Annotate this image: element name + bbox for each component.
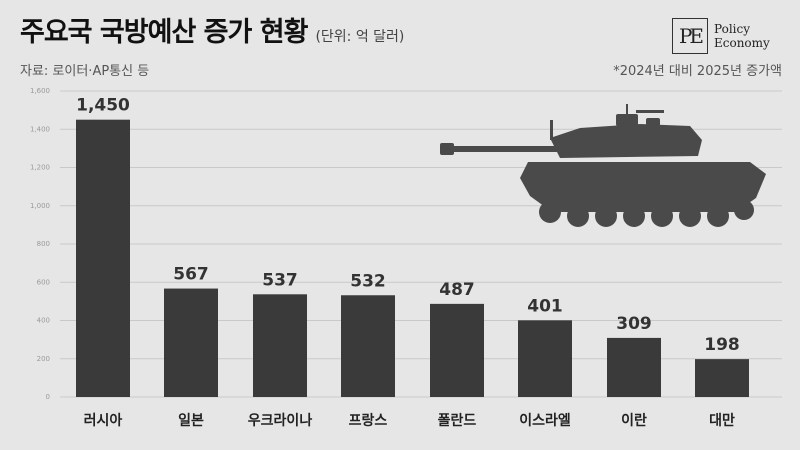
- page-title: 주요국 국방예산 증가 현황: [20, 17, 308, 48]
- label-layer: 1,450 러시아 567 일본 537 우크라이나 532 프랑스 487 폴란드 401 이스라엘…: [76, 96, 740, 429]
- bar: [518, 320, 572, 397]
- footnote-label: *2024년 대비 2025년 증가액: [613, 64, 782, 79]
- x-tick-label: 대만: [709, 413, 735, 429]
- x-tick-label: 우크라이나: [248, 412, 313, 429]
- logo-text-line2: Economy: [714, 36, 770, 50]
- x-tick-label: 프랑스: [349, 413, 388, 429]
- logo: PE Policy Economy: [672, 18, 770, 54]
- data-label: 1,450: [76, 96, 130, 116]
- y-tick-label: 400: [37, 317, 50, 325]
- y-tick-label: 1,200: [30, 164, 50, 172]
- source-label: 자료: 로이터·AP통신 등: [20, 64, 150, 79]
- x-tick-label: 일본: [178, 413, 204, 429]
- bar: [430, 303, 484, 397]
- y-tick-label: 600: [37, 278, 50, 286]
- unit-label: (단위: 억 달러): [315, 29, 405, 45]
- x-tick-label: 폴란드: [438, 412, 477, 429]
- logo-text: Policy Economy: [714, 22, 770, 50]
- bar-layer: [76, 119, 749, 397]
- bar: [253, 294, 307, 397]
- tank-silhouette-icon: [440, 104, 766, 227]
- y-tick-label: 1,400: [30, 125, 50, 133]
- bar: [607, 337, 661, 397]
- x-tick-label: 러시아: [84, 412, 123, 429]
- y-tick-label: 1,600: [30, 87, 50, 95]
- data-label: 487: [439, 280, 475, 300]
- data-label: 537: [262, 270, 298, 290]
- bar: [76, 119, 130, 397]
- data-label: 309: [616, 314, 652, 334]
- bar: [341, 295, 395, 397]
- title-row: 주요국 국방예산 증가 현황 (단위: 억 달러): [20, 10, 404, 49]
- y-tick-label: 0: [46, 393, 50, 401]
- x-tick-label: 이스라엘: [519, 412, 571, 429]
- x-tick-label: 이란: [621, 412, 647, 429]
- data-label: 198: [704, 335, 740, 355]
- data-label: 567: [173, 265, 209, 285]
- bar: [164, 288, 218, 397]
- y-tick-label: 1,000: [30, 202, 50, 210]
- bar: [695, 359, 749, 397]
- logo-text-line1: Policy: [714, 22, 750, 36]
- logo-mark: PE: [672, 18, 708, 54]
- y-tick-label: 800: [37, 240, 50, 248]
- y-tick-label: 200: [37, 355, 50, 363]
- data-label: 401: [527, 296, 563, 316]
- data-label: 532: [350, 271, 386, 291]
